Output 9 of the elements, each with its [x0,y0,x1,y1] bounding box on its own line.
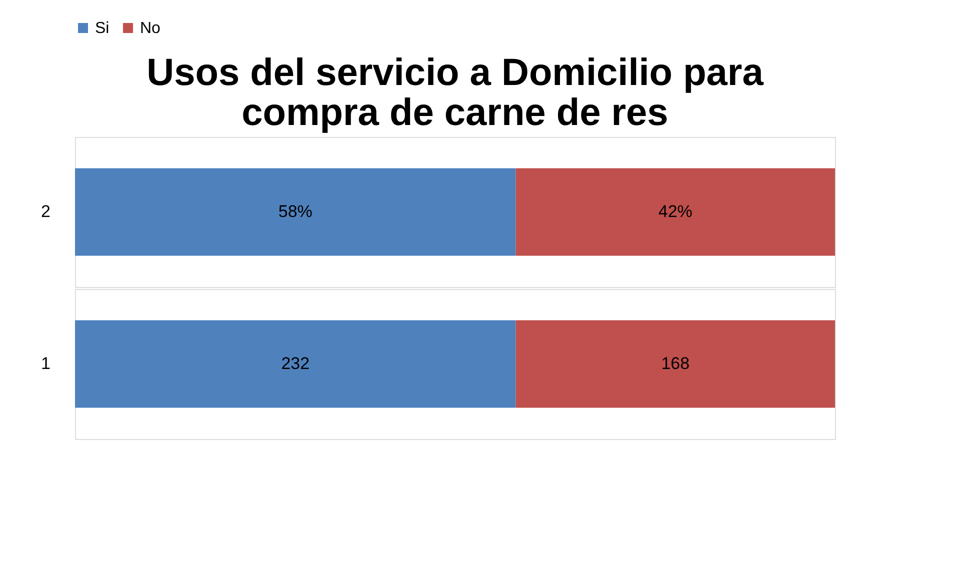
data-label: 232 [281,354,310,373]
y-tick-label: 2 [41,202,50,221]
legend-label: Si [95,20,110,37]
data-label: 42% [658,202,692,221]
y-tick-label: 1 [41,354,50,373]
legend-label: No [140,20,161,37]
chart-title: Usos del servicio a Domicilio para compra de carne de res [146,52,764,134]
data-label: 58% [278,202,312,221]
data-label: 168 [661,354,690,373]
